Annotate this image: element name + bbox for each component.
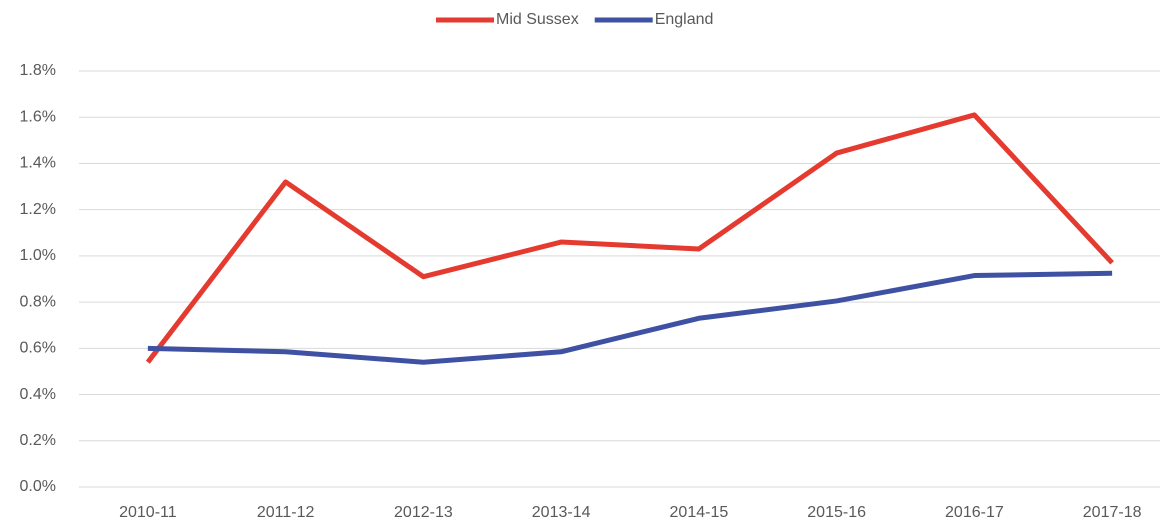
y-tick-label: 0.4% <box>20 386 56 403</box>
y-tick-label: 1.8% <box>20 62 56 79</box>
x-tick-label: 2011-12 <box>257 504 315 521</box>
y-tick-label: 1.0% <box>20 247 56 264</box>
series-line <box>147 270 1113 365</box>
y-tick-label: 0.0% <box>20 478 56 495</box>
y-tick-label: 1.6% <box>20 108 56 125</box>
x-tick-label: 2016-17 <box>945 504 1004 521</box>
y-tick-label: 0.6% <box>20 340 56 357</box>
series-line <box>145 112 1114 364</box>
legend-label: England <box>655 11 714 28</box>
x-tick-label: 2013-14 <box>532 504 591 521</box>
y-tick-label: 1.2% <box>20 201 56 218</box>
y-tick-label: 0.8% <box>20 293 56 310</box>
y-tick-label: 0.2% <box>20 432 56 449</box>
y-tick-label: 1.4% <box>20 155 56 172</box>
x-tick-label: 2017-18 <box>1083 504 1142 521</box>
x-tick-label: 2014-15 <box>670 504 729 521</box>
x-tick-label: 2010-11 <box>119 504 177 521</box>
x-tick-label: 2012-13 <box>394 504 453 521</box>
legend-label: Mid Sussex <box>496 11 579 28</box>
x-tick-label: 2015-16 <box>807 504 866 521</box>
